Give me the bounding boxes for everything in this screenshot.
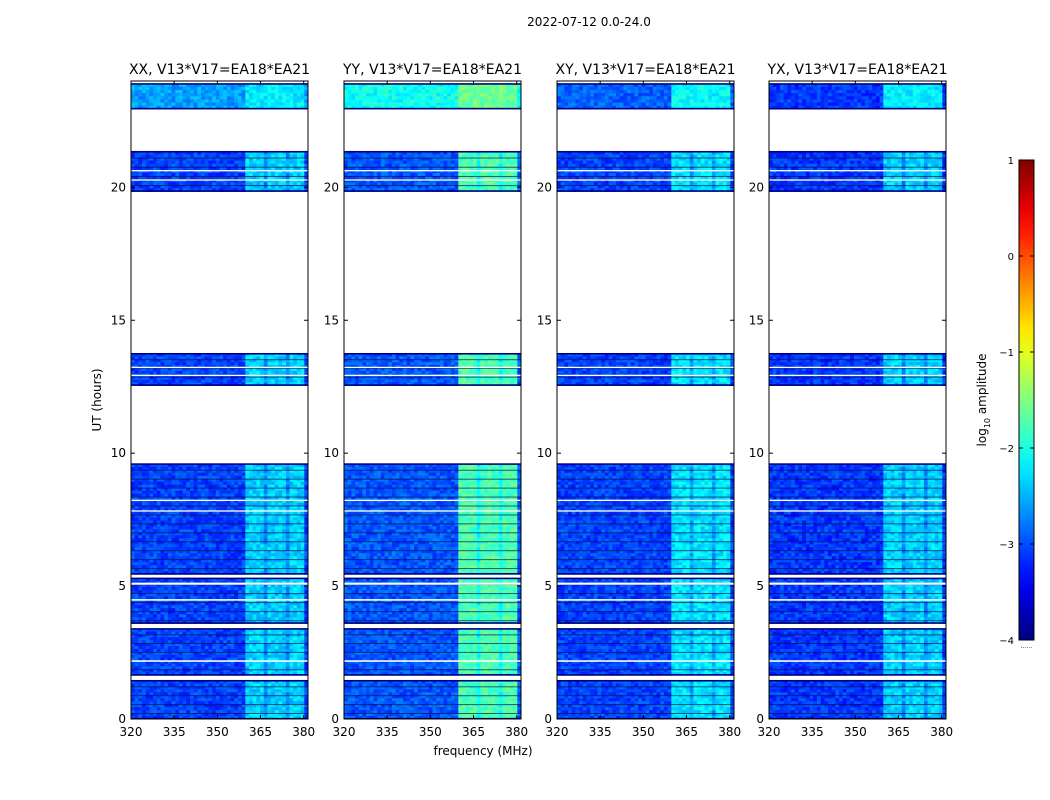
colorbar-tick-label: −1: [999, 348, 1014, 359]
x-tick-label: 320: [546, 725, 569, 739]
y-tick-label: 5: [331, 579, 339, 593]
x-tick-label: 350: [206, 725, 229, 739]
colorbar-tick-label: −2: [999, 444, 1014, 455]
colorbar-tick-label: 0: [1008, 252, 1014, 263]
spectrogram-image: [769, 83, 946, 719]
panel-xy: 320 335 350 365 380 0 5 10 15 20 XY, V13*V17=EA18*…: [537, 62, 741, 739]
x-tick-label: 320: [333, 725, 356, 739]
figure-title: 2022-07-12 0.0-24.0: [527, 15, 651, 29]
y-tick-label: 0: [756, 712, 764, 726]
panel-title: XX, V13*V17=EA18*EA21: [129, 62, 310, 78]
panel-title: XY, V13*V17=EA18*EA21: [555, 62, 735, 78]
colorbar-extra: ......: [1021, 643, 1033, 650]
panel-title: YX, V13*V17=EA18*EA21: [766, 62, 947, 78]
spectrogram-image: [557, 83, 734, 719]
y-tick-label: 0: [331, 712, 339, 726]
x-tick-label: 350: [844, 725, 867, 739]
y-tick-label: 20: [537, 180, 552, 194]
y-tick-label: 15: [537, 313, 552, 327]
colorbar-tick-label: −3: [999, 540, 1014, 551]
x-tick-label: 380: [718, 725, 741, 739]
panel-xx: 320 335 350 365 380 0 5 10 15 20 XX, V13*V17=EA18*…: [111, 62, 315, 739]
x-axis-label: frequency (MHz): [433, 744, 532, 758]
x-tick-label: 335: [801, 725, 824, 739]
colorbar-tick-label: 1: [1008, 156, 1014, 167]
y-tick-label: 10: [111, 446, 126, 460]
y-tick-label: 20: [324, 180, 339, 194]
axes-frame: [556, 80, 735, 720]
x-tick-label: 320: [120, 725, 143, 739]
x-tick-label: 365: [675, 725, 698, 739]
x-tick-label: 350: [632, 725, 655, 739]
x-tick-label: 320: [758, 725, 781, 739]
panel-yx: 320 335 350 365 380 0 5 10 15 20 YX, V13*V17=EA18*…: [749, 62, 953, 739]
x-tick-label: 380: [930, 725, 953, 739]
y-axis-label: UT (hours): [90, 368, 104, 431]
panel-title: YY, V13*V17=EA18*EA21: [342, 62, 522, 78]
x-tick-label: 380: [505, 725, 528, 739]
colorbar: 1 0 −1 −2 −3 −4 log10 amplitude......: [975, 156, 1035, 650]
axes-frame: [343, 80, 522, 720]
y-tick-label: 0: [118, 712, 126, 726]
axes-frame: [130, 80, 309, 720]
colorbar-tick-label: −4: [999, 636, 1014, 647]
panels: 320 335 350 365 380 0 5 10 15 20 XX, V13*V17=EA18*…: [111, 62, 953, 739]
y-tick-label: 10: [324, 446, 339, 460]
y-tick-label: 15: [324, 313, 339, 327]
x-tick-label: 365: [887, 725, 910, 739]
x-tick-label: 335: [589, 725, 612, 739]
x-tick-label: 365: [462, 725, 485, 739]
y-tick-label: 5: [544, 579, 552, 593]
y-tick-label: 0: [544, 712, 552, 726]
x-tick-label: 335: [376, 725, 399, 739]
y-tick-label: 10: [749, 446, 764, 460]
colorbar-label: log10 amplitude: [975, 354, 992, 447]
y-tick-label: 20: [749, 180, 764, 194]
y-tick-label: 10: [537, 446, 552, 460]
colorbar-gradient: [1018, 159, 1035, 641]
axes-frame: [768, 80, 947, 720]
x-tick-label: 365: [249, 725, 272, 739]
spectrogram-image: [344, 83, 521, 719]
spectrogram-image: [131, 83, 308, 719]
panel-yy: 320 335 350 365 380 0 5 10 15 20 YY, V13*V17=EA18*…: [324, 62, 528, 739]
y-tick-label: 15: [111, 313, 126, 327]
y-tick-label: 20: [111, 180, 126, 194]
x-tick-label: 380: [292, 725, 315, 739]
y-tick-label: 5: [118, 579, 126, 593]
x-tick-label: 335: [163, 725, 186, 739]
x-tick-label: 350: [419, 725, 442, 739]
y-tick-label: 5: [756, 579, 764, 593]
y-tick-label: 15: [749, 313, 764, 327]
